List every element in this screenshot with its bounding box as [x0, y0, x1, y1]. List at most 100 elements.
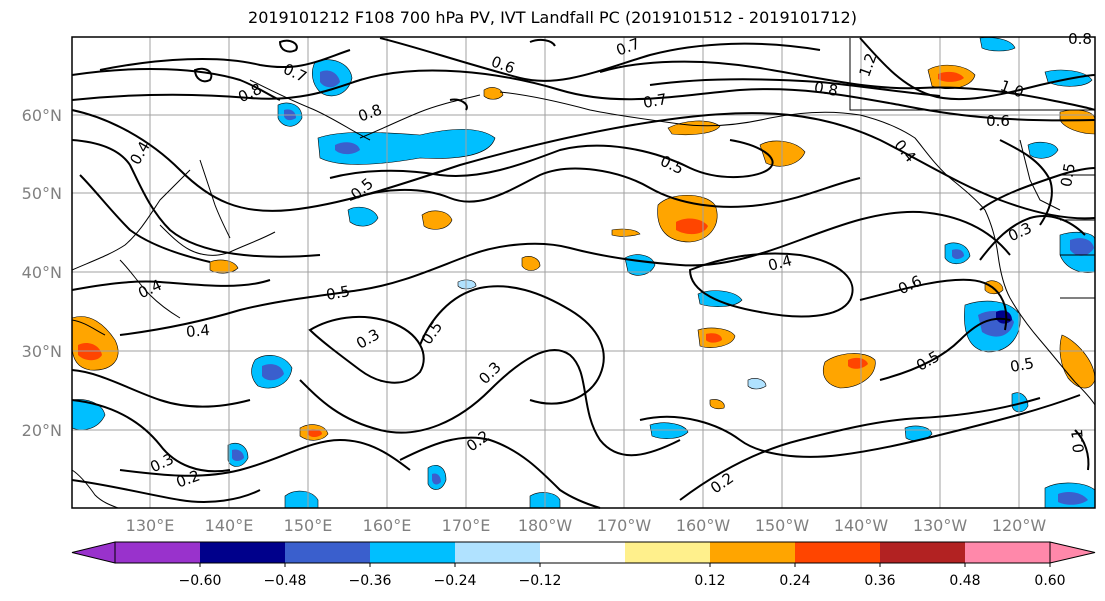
negative-blob-core [262, 364, 284, 381]
positive-blob-core [78, 343, 102, 361]
positive-blob-core [676, 218, 708, 235]
negative-blob [317, 129, 496, 165]
lon-label: 150°W [755, 516, 810, 535]
colorbar-segment [370, 542, 456, 563]
colorbar-segment [965, 542, 1051, 563]
negative-blob [697, 290, 743, 307]
contour-label: 0.3 [1005, 219, 1034, 245]
negative-blob [347, 206, 379, 227]
colorbar-tick-label: 0.12 [694, 573, 725, 589]
positive-blob [209, 259, 239, 274]
negative-blob-core [335, 142, 360, 155]
negative-blob [649, 422, 689, 439]
lon-label: 130°E [126, 516, 175, 535]
lon-label: 130°W [913, 516, 968, 535]
negative-blob-core [952, 249, 964, 259]
colorbar-min-arrow [71, 541, 116, 564]
colorbar-tick-label: 0.48 [949, 573, 980, 589]
colorbar-segment [625, 542, 711, 563]
lat-label: 40°N [22, 263, 62, 282]
graticule [72, 37, 1095, 508]
lon-label: 120°W [992, 516, 1047, 535]
colorbar-tick-label: −0.24 [434, 573, 477, 589]
negative-blob [747, 378, 767, 390]
negative-blob-core [320, 70, 340, 88]
positive-blob [71, 316, 119, 371]
contour-label: 0.8 [1068, 30, 1092, 48]
latitude-labels: 20°N 30°N 40°N 50°N 60°N [22, 106, 62, 440]
contour-label: 0.8 [813, 78, 840, 100]
positive-blob [1059, 109, 1096, 135]
map-title: 2019101212 F108 700 hPa PV, IVT Landfall… [248, 8, 857, 27]
pv-contours [71, 37, 1096, 509]
contour-label: 0.4 [766, 251, 794, 275]
negative-blob-core [432, 473, 441, 485]
positive-blob-core [938, 71, 964, 82]
colorbar-max-arrow [1049, 541, 1096, 564]
positive-blob [483, 87, 504, 100]
lon-label: 170°E [442, 516, 491, 535]
colorbar-tick-label: −0.12 [519, 573, 562, 589]
contour-label: 0.6 [986, 112, 1010, 130]
contour-label: 0.5 [418, 318, 446, 348]
colorbar-tick-label: −0.48 [264, 573, 307, 589]
lon-label: 160°W [676, 516, 731, 535]
contour-label: 0.4 [890, 136, 919, 166]
colorbar-segment [880, 542, 966, 563]
contour-labels: 0.70.60.70.80.80.40.70.81.21.00.60.40.50… [126, 30, 1092, 497]
negative-blob [457, 279, 477, 290]
colorbar-tick-label: 0.36 [864, 573, 895, 589]
colorbar-tick-label: −0.60 [179, 573, 222, 589]
negative-blob-core [232, 449, 244, 461]
contour-label: 0.2 [707, 469, 737, 497]
lon-label: 150°E [284, 516, 333, 535]
colorbar-segment [795, 542, 881, 563]
lon-label: 140°W [834, 516, 889, 535]
negative-blob-core [1058, 492, 1088, 505]
positive-blob [1059, 334, 1096, 389]
colorbar-tick-label: 0.60 [1034, 573, 1065, 589]
contour-label: 0.7 [642, 90, 669, 112]
contour-label: 0.2 [463, 427, 493, 455]
contour-label: 0.3 [147, 450, 176, 476]
negative-blob [1027, 141, 1059, 159]
positive-blob [521, 256, 541, 271]
lon-label: 140°E [205, 516, 254, 535]
colorbar-segment [115, 542, 201, 563]
colorbar: −0.60 −0.48 −0.36 −0.24 −0.12 0.12 0.24 0.36 0.4… [71, 541, 1096, 589]
contour-label: 0.5 [1057, 162, 1079, 189]
colorbar-segment [200, 542, 286, 563]
positive-blob [611, 228, 641, 237]
negative-blob-core [1070, 238, 1094, 256]
contour-label: 0.6 [895, 272, 924, 298]
colorbar-tick-label: 0.24 [779, 573, 810, 589]
contour-label: 0.8 [235, 80, 264, 106]
positive-blob [984, 280, 1004, 295]
lat-label: 60°N [22, 106, 62, 125]
colorbar-segment [455, 542, 541, 563]
lat-label: 50°N [22, 184, 62, 203]
longitude-labels: 130°E 140°E 150°E 160°E 170°E 180°W 170°W 160°W… [126, 516, 1047, 535]
colorbar-tick-label: −0.36 [349, 573, 392, 589]
positive-blob [709, 399, 725, 410]
lat-label: 30°N [22, 342, 62, 361]
colorbar-segment [540, 542, 626, 563]
negative-blob [71, 399, 106, 431]
contour-label: 0.3 [475, 358, 505, 388]
colorbar-segment [710, 542, 796, 563]
contour-label: 0.4 [185, 321, 210, 341]
positive-blob-core [308, 429, 322, 437]
colorbar-segment [285, 542, 371, 563]
map-frame [71, 36, 1096, 509]
positive-blob-core [848, 357, 868, 369]
positive-blob-core [706, 333, 722, 343]
lon-label: 180°W [518, 516, 573, 535]
lon-label: 160°E [363, 516, 412, 535]
contour-label: 0.1 [1068, 428, 1088, 453]
contour-label: 0.5 [325, 282, 352, 304]
colorbar-frame [114, 541, 1051, 564]
contour-label: 0.3 [353, 325, 383, 353]
positive-blob [822, 353, 876, 389]
contour-label: 0.5 [1009, 354, 1036, 376]
